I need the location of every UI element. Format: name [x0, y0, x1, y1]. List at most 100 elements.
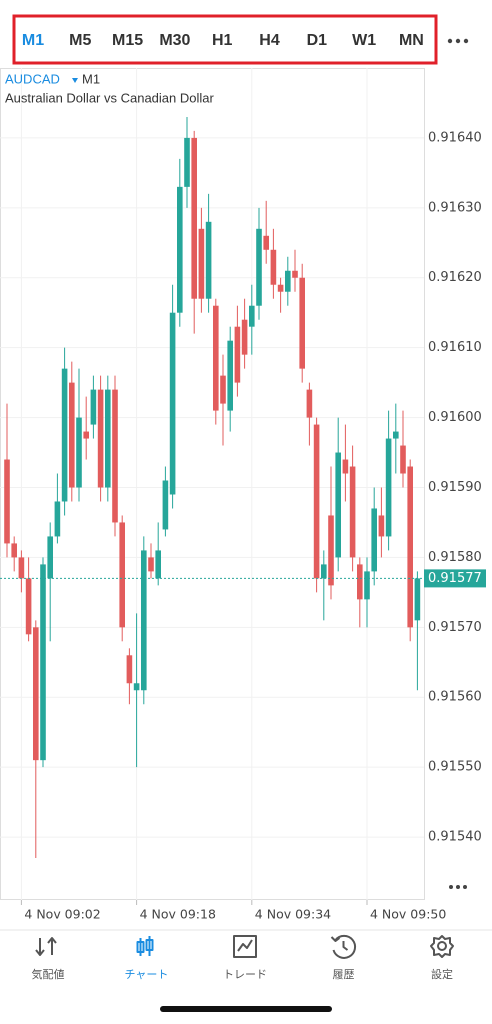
x-tick-label: 4 Nov 09:02: [24, 907, 100, 922]
chart-subtitle: Australian Dollar vs Canadian Dollar: [5, 90, 214, 105]
y-tick-label: 0.91570: [428, 620, 482, 635]
y-tick-label: 0.91560: [428, 690, 482, 705]
candle-body: [335, 452, 341, 558]
nav-label[interactable]: トレード: [223, 968, 267, 981]
nav-icon[interactable]: [430, 935, 454, 958]
candle-body: [11, 543, 17, 558]
candle-body: [400, 445, 406, 474]
nav-icon[interactable]: [330, 934, 357, 959]
candle-body: [213, 305, 219, 411]
candle-body: [292, 270, 298, 278]
candle-body: [191, 137, 197, 299]
candle-body: [321, 564, 327, 579]
candle-body: [285, 270, 291, 292]
x-tick-label: 4 Nov 09:18: [140, 907, 216, 922]
current-price-box: [424, 569, 486, 588]
candle-body: [364, 571, 370, 600]
y-tick-label: 0.91580: [428, 550, 482, 565]
x-tick-label: 4 Nov 09:34: [255, 907, 331, 922]
candle-body: [119, 522, 125, 628]
candle-body: [306, 389, 313, 418]
candle-body: [299, 277, 305, 369]
candle-body: [33, 627, 39, 761]
candle-body: [177, 186, 183, 313]
candle-body: [25, 578, 32, 635]
candle-body: [256, 228, 262, 306]
nav-icon[interactable]: [233, 935, 257, 958]
candle-body: [205, 221, 212, 299]
timeframe-button[interactable]: H1: [212, 32, 233, 49]
candle-body: [241, 319, 248, 355]
candle-body: [169, 312, 176, 495]
y-tick-label: 0.91550: [428, 760, 482, 775]
axis-menu[interactable]: [449, 885, 467, 889]
y-tick-label: 0.91610: [428, 340, 482, 355]
candle-body: [54, 501, 61, 537]
candle-body: [18, 557, 25, 579]
candle-body: [97, 389, 104, 488]
y-tick-label: 0.91600: [428, 410, 482, 425]
nav-label[interactable]: 履歴: [333, 968, 355, 981]
timeframe-button[interactable]: D1: [307, 32, 328, 49]
candle-body: [393, 431, 399, 439]
candle-body: [414, 578, 421, 621]
timeframe-bar: M1 M5 M15 M30 H1 H4 D1 W1 MN: [22, 32, 424, 49]
home-indicator: [160, 1006, 332, 1012]
candle-body: [112, 389, 118, 523]
candle-body: [407, 466, 413, 628]
candle-body: [141, 550, 147, 691]
timeframe-button[interactable]: W1: [352, 32, 376, 49]
nav-label[interactable]: 気配値: [32, 967, 65, 981]
candle-body: [378, 515, 385, 537]
candle-body: [47, 536, 53, 579]
chart-frame: [0, 68, 425, 900]
symbol[interactable]: AUDCAD: [5, 71, 60, 86]
nav-icon[interactable]: [35, 937, 57, 956]
candle-body: [61, 368, 68, 502]
candle-body: [4, 459, 10, 544]
candle-body: [328, 515, 334, 586]
candle-body: [227, 340, 233, 411]
candle-body: [76, 417, 82, 488]
nav-icon[interactable]: [136, 936, 154, 956]
grid: [0, 68, 424, 900]
y-tick-label: 0.91540: [428, 830, 482, 845]
candle-body: [220, 375, 226, 404]
nav-label[interactable]: チャート: [125, 968, 169, 981]
y-tick-label: 0.91620: [428, 270, 482, 285]
timeframe-button[interactable]: M5: [69, 32, 91, 49]
candle-body: [234, 326, 241, 383]
current-price-label: 0.91577: [428, 571, 482, 586]
more-menu[interactable]: [447, 38, 469, 44]
candle-body: [249, 305, 255, 327]
candle-body: [270, 249, 277, 285]
nav-label[interactable]: 設定: [431, 967, 453, 981]
timeframe-button[interactable]: MN: [399, 32, 424, 49]
timeframe-button[interactable]: M1: [22, 32, 44, 49]
candle-body: [69, 382, 75, 488]
candle-body: [371, 508, 377, 572]
candle-body: [148, 557, 154, 572]
candle-body: [83, 431, 89, 439]
timeframe-button[interactable]: H4: [259, 32, 280, 49]
candle-body: [126, 655, 133, 684]
candle-body: [313, 424, 320, 579]
candle-body: [277, 284, 284, 292]
symbol-dropdown-icon[interactable]: [72, 78, 78, 83]
timeframe-button[interactable]: M30: [159, 32, 190, 49]
candle-body: [385, 438, 392, 537]
candle-body: [162, 480, 169, 530]
price-axis: 0.91640 0.91630 0.91620 0.91610 0.91600 0.915…: [0, 130, 486, 922]
candle-body: [155, 550, 161, 579]
y-tick-label: 0.91590: [428, 480, 482, 495]
timeframe-button[interactable]: M15: [112, 32, 143, 49]
candle-body: [263, 235, 269, 250]
candle-body: [40, 564, 46, 761]
candle-body: [357, 564, 363, 600]
candles: [4, 116, 421, 859]
candle-body: [105, 389, 111, 488]
candle-body: [349, 466, 356, 558]
chart-timeframe: M1: [82, 71, 100, 86]
bottom-nav: 気配値 チャート トレード 履歴 設定: [32, 934, 454, 981]
